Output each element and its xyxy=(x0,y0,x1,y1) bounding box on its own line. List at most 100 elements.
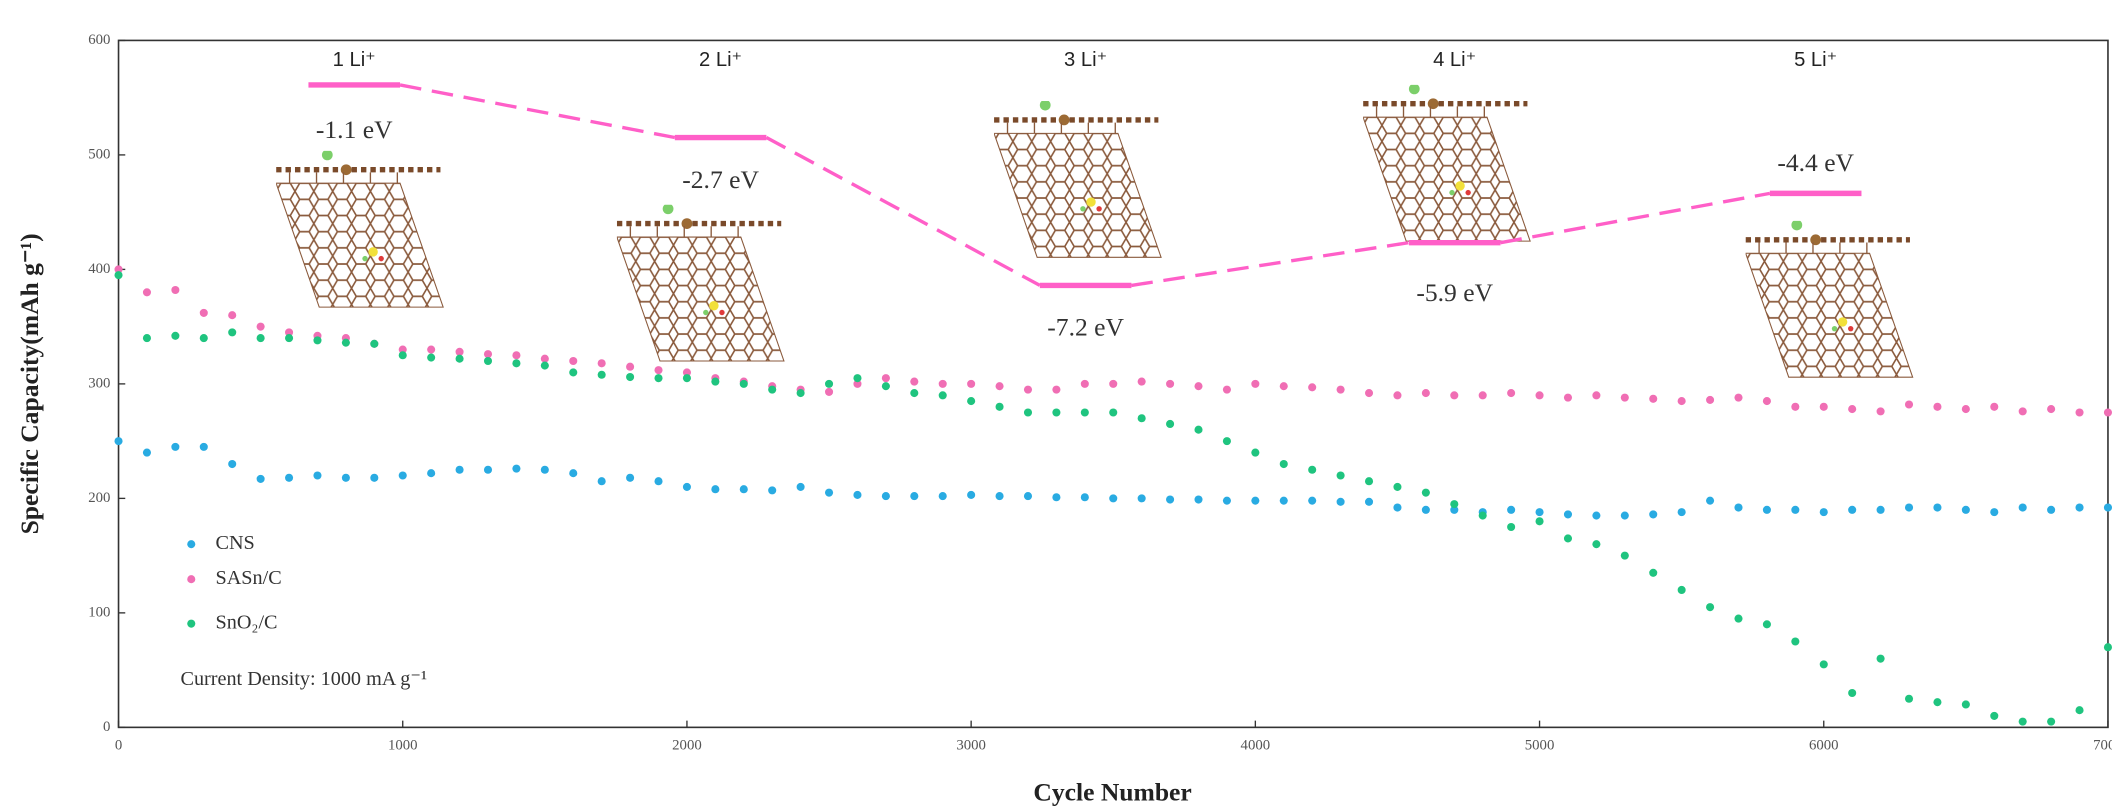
data-point xyxy=(341,338,350,347)
data-point xyxy=(228,311,237,320)
step-label: 1 Li⁺ xyxy=(333,49,376,71)
data-point xyxy=(1450,391,1459,400)
data-point xyxy=(1336,497,1345,506)
data-point xyxy=(199,334,208,343)
data-point xyxy=(455,465,464,474)
data-point xyxy=(2018,503,2027,512)
data-point xyxy=(881,374,890,383)
data-point xyxy=(228,328,237,337)
step-label: 3 Li⁺ xyxy=(1064,49,1107,71)
data-point xyxy=(967,379,976,388)
data-point xyxy=(1080,379,1089,388)
energy-connector xyxy=(399,83,676,140)
data-point xyxy=(597,477,606,486)
data-point xyxy=(256,474,265,483)
data-point xyxy=(711,377,720,386)
data-point xyxy=(682,374,691,383)
data-point xyxy=(1649,510,1658,519)
data-point xyxy=(171,285,180,295)
x-tick-label: 0 xyxy=(115,738,122,754)
data-point xyxy=(1535,508,1544,517)
data-point xyxy=(1109,379,1118,388)
data-point xyxy=(1876,407,1885,416)
data-point xyxy=(2018,407,2027,416)
data-point xyxy=(1023,408,1033,417)
data-point xyxy=(1421,488,1430,497)
data-point xyxy=(256,322,265,331)
data-point xyxy=(1308,465,1317,474)
data-point xyxy=(1166,495,1175,504)
legend-label: SASn/C xyxy=(216,567,282,589)
data-point xyxy=(142,448,151,457)
data-point xyxy=(483,356,493,366)
data-point xyxy=(427,353,436,362)
data-point xyxy=(199,442,208,451)
data-point xyxy=(483,465,493,474)
step-label: 2 Li⁺ xyxy=(699,49,742,71)
data-point xyxy=(1450,500,1459,509)
legend-label: SnO₂/C xyxy=(216,611,278,633)
x-tick-label: 2000 xyxy=(672,738,702,754)
data-point xyxy=(597,370,606,379)
data-point xyxy=(171,331,180,340)
data-point xyxy=(1706,496,1715,505)
data-point xyxy=(569,469,578,478)
data-point xyxy=(1393,391,1402,400)
data-point xyxy=(370,473,379,482)
data-point xyxy=(1279,459,1288,469)
data-point xyxy=(1990,711,1999,720)
data-point xyxy=(2047,717,2056,726)
data-point xyxy=(1109,408,1118,417)
data-point xyxy=(171,442,180,451)
data-point xyxy=(1592,391,1601,400)
data-point xyxy=(142,288,151,297)
data-point xyxy=(1279,382,1288,391)
data-point xyxy=(1364,477,1374,486)
data-point xyxy=(1535,391,1544,400)
data-point xyxy=(2047,505,2056,514)
data-point xyxy=(796,389,805,398)
data-point xyxy=(938,379,947,388)
data-point xyxy=(398,471,407,480)
x-axis-title: Cycle Number xyxy=(1033,778,1191,807)
data-point xyxy=(2075,408,2084,417)
data-point xyxy=(540,465,549,474)
y-axis-title: Specific Capacity(mAh g⁻¹) xyxy=(15,233,44,534)
data-point xyxy=(2047,405,2056,414)
data-point xyxy=(654,477,663,486)
data-point xyxy=(967,490,976,499)
data-point xyxy=(1677,397,1686,406)
data-point xyxy=(739,379,748,388)
y-tick-label: 100 xyxy=(88,604,110,620)
data-point xyxy=(1819,402,1828,411)
data-point xyxy=(540,354,549,363)
data-point xyxy=(114,437,123,446)
data-point xyxy=(1450,505,1459,514)
legend-marker xyxy=(187,575,196,584)
data-point xyxy=(427,469,436,478)
structure-image xyxy=(276,150,443,308)
data-point xyxy=(1649,394,1658,403)
data-point xyxy=(711,485,720,494)
data-point xyxy=(1734,614,1743,623)
energy-label: -1.1 eV xyxy=(316,115,393,144)
step-label: 5 Li⁺ xyxy=(1794,49,1837,71)
data-point xyxy=(1904,400,1914,409)
energy-connector xyxy=(765,136,1041,287)
data-point xyxy=(398,345,407,354)
data-point xyxy=(512,351,521,360)
x-tick-label: 5000 xyxy=(1525,738,1555,754)
data-point xyxy=(512,464,521,473)
data-point xyxy=(1848,688,1857,698)
data-point xyxy=(540,361,549,370)
data-point xyxy=(313,336,322,345)
data-point xyxy=(2103,503,2112,512)
data-point xyxy=(1478,511,1487,520)
data-point xyxy=(1393,482,1402,491)
data-point xyxy=(1592,511,1601,520)
data-point xyxy=(1279,496,1288,505)
data-point xyxy=(569,356,578,366)
data-point xyxy=(910,492,919,501)
data-point xyxy=(825,379,834,388)
data-point xyxy=(1876,654,1885,663)
